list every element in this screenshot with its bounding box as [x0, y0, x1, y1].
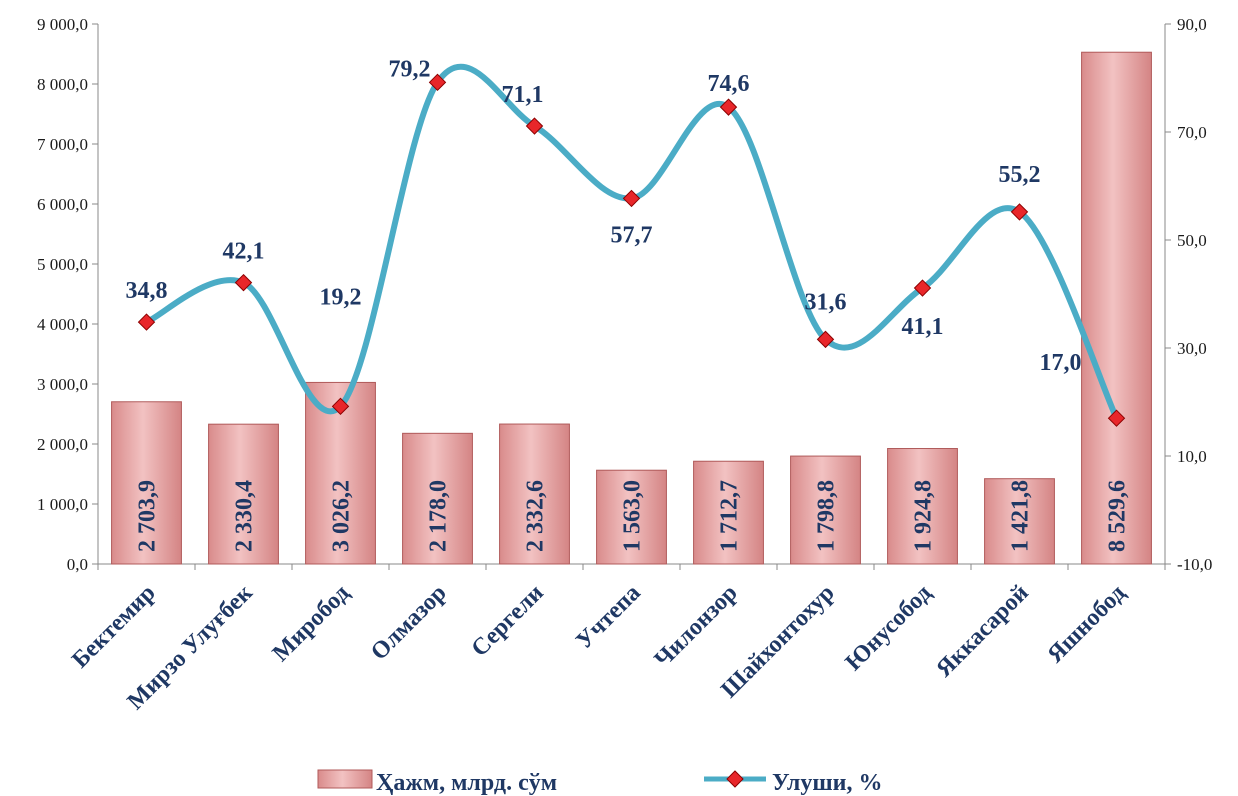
line-point-marker [816, 330, 835, 349]
category-label: Яшнобод [1043, 580, 1131, 668]
bar-value-label: 2 332,6 [523, 480, 549, 552]
y-left-tick-label: 2 000,0 [37, 435, 88, 454]
bar-value-label: 1 798,8 [814, 480, 840, 552]
line-point-marker [719, 98, 738, 116]
y-left-tick-label: 7 000,0 [37, 135, 88, 154]
legend-line-label: Улуши, % [772, 770, 882, 796]
point-value-label: 17,0 [1040, 350, 1082, 376]
category-label: Сергели [467, 580, 549, 662]
bars-group [111, 51, 1152, 565]
category-label: Учтепа [571, 580, 646, 655]
bar-value-label: 8 529,6 [1105, 480, 1131, 552]
legend-bar-label: Ҳажм, млрд. сўм [376, 770, 557, 796]
bar-value-label: 3 026,2 [329, 480, 355, 552]
line-point-marker [137, 313, 156, 331]
bar-value-label: 1 712,7 [717, 480, 743, 552]
y-right-tick-label: 70,0 [1177, 123, 1207, 142]
bar-value-label: 2 703,9 [135, 480, 161, 552]
y-right-tick-label: 30,0 [1177, 339, 1207, 358]
line-series-group [137, 63, 1126, 427]
bar [984, 478, 1055, 565]
bar [111, 401, 182, 565]
category-label: Юнусобод [841, 580, 937, 676]
point-value-label: 19,2 [320, 284, 362, 310]
bar-labels-group: 2 703,9 2 330,4 3 026,2 2 178,0 2 332,6 1 563… [135, 480, 1131, 552]
legend-line-marker [726, 770, 744, 788]
bar-value-label: 2 330,4 [232, 480, 258, 552]
category-label: Олмазор [366, 580, 452, 666]
bar [1081, 51, 1152, 565]
bar [305, 381, 376, 565]
point-value-label: 34,8 [126, 278, 168, 304]
category-label: Бектемир [67, 580, 161, 674]
point-value-label: 55,2 [999, 162, 1041, 188]
y-left-tick-label: 4 000,0 [37, 315, 88, 334]
line-point-marker [1107, 409, 1126, 427]
point-labels-group: 34,8 42,1 19,2 79,2 71,1 57,7 74,6 31,6 41,1 55,2… [126, 56, 1082, 376]
bar [790, 455, 861, 565]
bar [693, 460, 764, 565]
legend-bar-swatch [317, 769, 373, 789]
y-right-tick-label: -10,0 [1177, 555, 1212, 574]
line-point-marker [1010, 203, 1029, 221]
line-point-marker [331, 397, 350, 416]
category-label: Чилонзор [650, 580, 743, 673]
y-left-tick-label: 1 000,0 [37, 495, 88, 514]
category-label: Миробод [268, 580, 355, 667]
bar [208, 423, 279, 565]
line-point-marker [913, 279, 932, 297]
point-value-label: 74,6 [708, 71, 750, 97]
point-value-label: 41,1 [902, 314, 944, 340]
category-label: Яккасарой [931, 580, 1033, 682]
y-left-tick-label: 8 000,0 [37, 75, 88, 94]
point-value-label: 57,7 [611, 222, 653, 248]
bar-value-label: 1 421,8 [1008, 480, 1034, 552]
line-point-marker [525, 117, 544, 135]
point-value-label: 71,1 [502, 82, 544, 108]
bar-value-label: 1 563,0 [620, 480, 646, 552]
bar [402, 432, 473, 565]
line-point-marker [428, 73, 447, 92]
y-right-tick-label: 10,0 [1177, 447, 1207, 466]
axes: 0,0 1 000,0 2 000,0 3 000,0 4 000,0 5 000,0 6 … [37, 15, 1212, 574]
y-left-tick-label: 5 000,0 [37, 255, 88, 274]
bar [596, 469, 667, 565]
line-point-marker [622, 189, 641, 208]
y-right-tick-label: 90,0 [1177, 15, 1207, 34]
point-value-label: 79,2 [389, 56, 431, 82]
y-left-tick-label: 0,0 [67, 555, 88, 574]
line-point-marker [234, 273, 253, 292]
y-left-tick-label: 6 000,0 [37, 195, 88, 214]
y-left-tick-label: 3 000,0 [37, 375, 88, 394]
point-value-label: 42,1 [223, 239, 265, 265]
bar [887, 448, 958, 565]
point-value-label: 31,6 [805, 289, 847, 315]
y-left-tick-label: 9 000,0 [37, 15, 88, 34]
bar-value-label: 1 924,8 [911, 480, 937, 552]
y-right-tick-label: 50,0 [1177, 231, 1207, 250]
bar [499, 423, 570, 565]
bar-value-label: 2 178,0 [426, 480, 452, 552]
legend: Ҳажм, млрд. сўм Улуши, % [317, 769, 882, 796]
